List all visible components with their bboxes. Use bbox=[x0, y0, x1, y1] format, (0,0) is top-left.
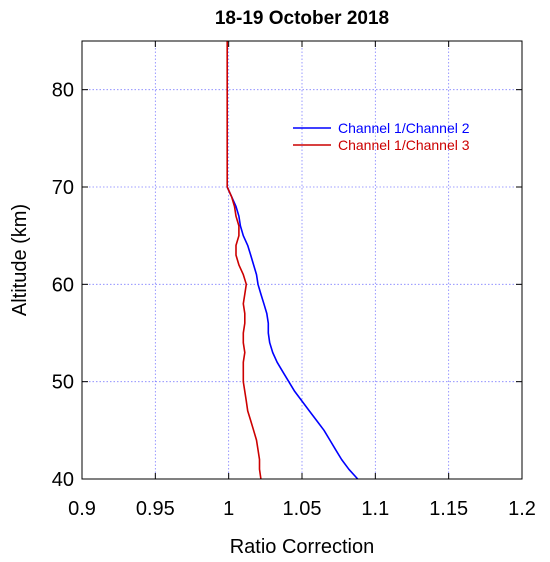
x-tick-label: 1.05 bbox=[283, 498, 322, 520]
series-line-2 bbox=[226, 186, 262, 480]
x-tick-label: 1.1 bbox=[361, 498, 389, 520]
y-axis-title: Altitude (km) bbox=[9, 204, 31, 316]
grid bbox=[81, 41, 523, 480]
x-tick-label: 1.2 bbox=[508, 498, 536, 520]
y-tick-label: 40 bbox=[52, 469, 74, 491]
y-tick-label: 60 bbox=[52, 274, 74, 296]
x-tick-label: 1 bbox=[223, 498, 234, 520]
chart-title: 18-19 October 2018 bbox=[215, 8, 389, 29]
series-line-1 bbox=[226, 186, 359, 480]
x-axis-title: Ratio Correction bbox=[230, 536, 375, 558]
x-tick-label: 0.9 bbox=[68, 498, 96, 520]
y-tick-label: 70 bbox=[52, 177, 74, 199]
legend-label: Channel 1/Channel 2 bbox=[338, 120, 470, 136]
y-tick-label: 50 bbox=[52, 372, 74, 394]
series-layer bbox=[226, 41, 359, 480]
y-tick-label: 80 bbox=[52, 80, 74, 102]
x-tick-label: 0.95 bbox=[136, 498, 175, 520]
ticks: 0.9 0.95 1 1.05 1.1 1.15 1.2 40 50 60 70 80 bbox=[52, 41, 536, 520]
legend-label: Channel 1/Channel 3 bbox=[338, 137, 470, 153]
x-tick-label: 1.15 bbox=[429, 498, 468, 520]
